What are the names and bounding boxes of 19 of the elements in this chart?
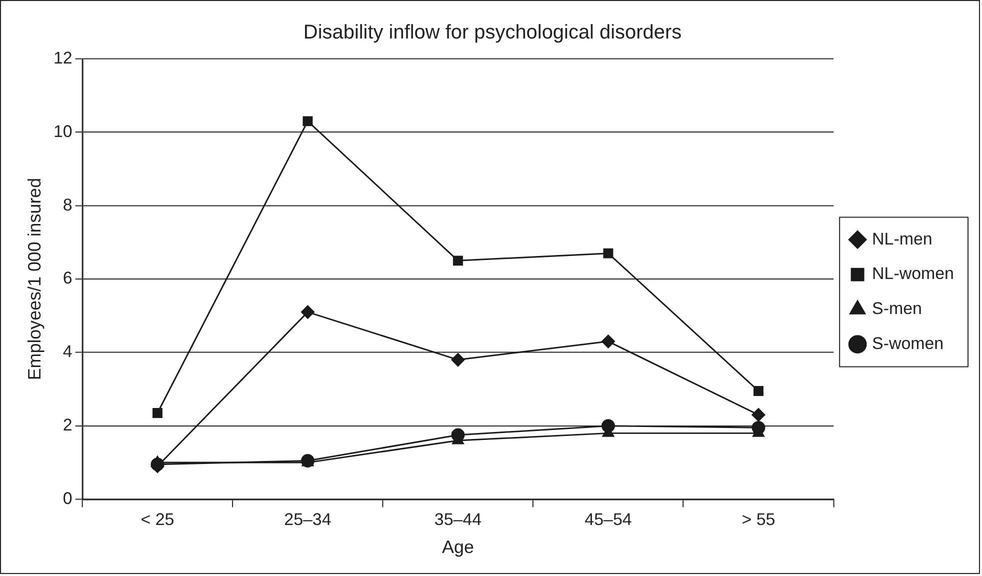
x-tick-label: < 25 bbox=[140, 510, 174, 530]
y-tick-label: 2 bbox=[62, 416, 72, 435]
y-tick-label: 0 bbox=[62, 488, 72, 508]
y-tick-label: 4 bbox=[62, 342, 72, 362]
chart-title: Disability inflow for psychological disorders bbox=[303, 21, 682, 44]
y-axis-title: Employees/1 000 insured bbox=[24, 178, 45, 380]
y-tick-label: 12 bbox=[54, 48, 72, 68]
y-tick-label: 8 bbox=[62, 195, 72, 214]
legend-label: NL-men bbox=[872, 229, 932, 248]
y-tick-label: 10 bbox=[54, 122, 72, 141]
x-tick-label: > 55 bbox=[742, 510, 776, 530]
x-tick-label: 35–44 bbox=[434, 510, 482, 530]
legend-label: S-women bbox=[872, 334, 944, 353]
x-axis-title: Age bbox=[442, 537, 474, 558]
legend-label: NL-women bbox=[872, 264, 954, 284]
y-tick-label: 6 bbox=[62, 268, 72, 288]
legend-label: S-men bbox=[872, 299, 922, 318]
x-tick-label: 45–54 bbox=[584, 510, 632, 530]
x-tick-label: 25–34 bbox=[284, 510, 332, 530]
